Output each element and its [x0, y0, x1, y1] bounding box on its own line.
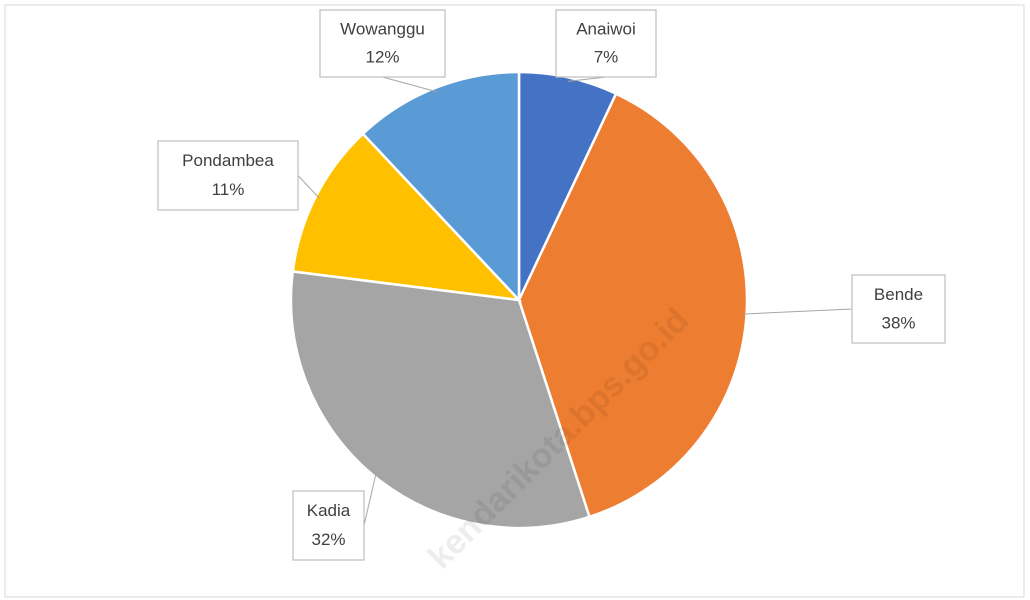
label-box	[292, 490, 365, 561]
leader-line	[742, 308, 853, 315]
pie-slice	[291, 132, 523, 302]
label-box	[851, 274, 946, 344]
slices	[289, 70, 749, 530]
label-box	[319, 9, 446, 78]
category-label: Wowanggu	[340, 20, 425, 39]
category-label: Kadia	[307, 501, 351, 520]
category-label: Pondambea	[182, 151, 274, 170]
leader-line	[382, 76, 437, 93]
label-box	[555, 9, 657, 78]
pie-slice	[361, 70, 521, 304]
value-label: 12%	[365, 48, 399, 67]
leader-line	[297, 175, 320, 199]
value-label: 38%	[881, 313, 915, 332]
leader-line	[567, 76, 607, 82]
value-label: 7%	[594, 48, 619, 67]
value-label: 11%	[212, 180, 245, 199]
labels: Anaiwoi 7% Bende 38% Kadia 32% Pondambea 11% Wow…	[157, 9, 946, 561]
category-label: Bende	[874, 285, 923, 304]
category-label: Anaiwoi	[576, 20, 636, 39]
pie-slice	[289, 270, 592, 530]
leader-line	[363, 472, 377, 526]
label-box	[157, 140, 299, 211]
value-label: 32%	[311, 530, 345, 549]
